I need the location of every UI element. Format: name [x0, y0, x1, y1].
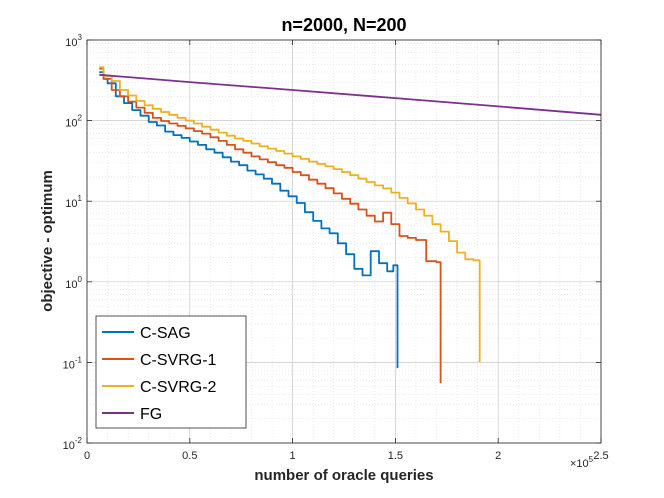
legend-entry: FG — [140, 406, 162, 423]
y-tick-base: 10 — [63, 359, 75, 371]
y-tick-base: 10 — [65, 198, 77, 210]
x-tick-label: 1 — [290, 450, 296, 462]
y-tick-label: 10-1 — [63, 355, 83, 371]
series-line-c-svrg-2 — [99, 66, 481, 363]
axes-box — [86, 39, 602, 444]
legend-entry: C-SVRG-1 — [140, 352, 217, 369]
y-tick-label: 101 — [65, 194, 82, 210]
y-tick-power: -1 — [75, 355, 83, 364]
x-exponent-label: ×105 — [570, 455, 594, 470]
y-tick-label: 100 — [65, 275, 82, 291]
x-exponent-power: 5 — [589, 455, 594, 464]
series-line-c-svrg-1 — [99, 67, 442, 384]
y-tick-power: -2 — [75, 436, 83, 445]
x-tick-label: 2.5 — [593, 450, 608, 462]
grid — [86, 39, 602, 444]
y-tick-label: 102 — [65, 114, 82, 130]
series-line-c-sag — [99, 71, 399, 369]
y-tick-power: 3 — [78, 33, 83, 42]
x-tick-label: 0 — [84, 450, 90, 462]
legend-entry: C-SVRG-2 — [140, 379, 217, 396]
series-line-fg — [99, 73, 602, 116]
x-axis-label: number of oracle queries — [254, 467, 433, 484]
x-tick-label: 0.5 — [182, 450, 197, 462]
y-tick-base: 10 — [65, 118, 77, 130]
legend: C-SAG C-SVRG-1 C-SVRG-2 FG — [95, 315, 247, 429]
y-axis-label: objective - optimum — [39, 170, 56, 312]
y-tick-label: 103 — [65, 33, 82, 49]
y-tick-power: 2 — [78, 114, 83, 123]
y-tick-power: 1 — [78, 194, 83, 203]
x-tick-label: 1.5 — [388, 450, 403, 462]
y-tick-base: 10 — [63, 440, 75, 452]
chart-title: n=2000, N=200 — [281, 15, 406, 35]
y-tick-base: 10 — [65, 37, 77, 49]
x-exponent-base: ×10 — [570, 458, 589, 470]
x-tick-label: 2 — [495, 450, 501, 462]
series-lines — [99, 66, 602, 384]
legend-box — [95, 315, 247, 429]
y-tick-label: 10-2 — [63, 436, 83, 452]
legend-entry: C-SAG — [140, 325, 191, 342]
y-tick-power: 0 — [78, 275, 83, 284]
y-tick-base: 10 — [65, 279, 77, 291]
